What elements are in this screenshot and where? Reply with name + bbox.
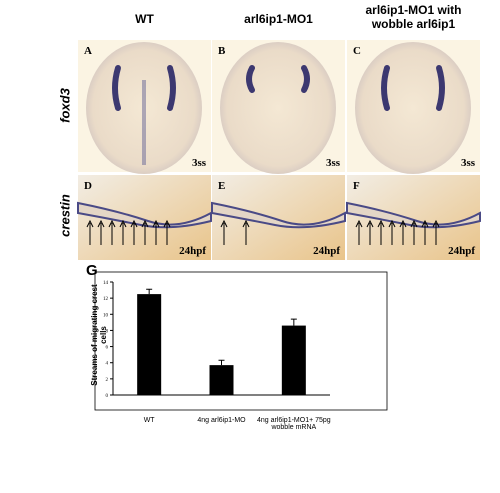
stain: [246, 65, 255, 93]
arrow-head: [108, 219, 116, 228]
photo-panel: B 3ss: [212, 40, 345, 174]
x-tick-label: 4ng arl6ip1-MO1+ 75pg wobble mRNA: [256, 417, 331, 431]
arrow-head: [86, 219, 94, 228]
stage-label: 24hpf: [179, 245, 206, 257]
photo-panel: F 24hpf: [346, 175, 481, 260]
stain: [301, 65, 310, 93]
bar: [137, 294, 162, 395]
stage-label: 3ss: [326, 157, 341, 169]
x-tick-label: 4ng arl6ip1-MO: [197, 417, 246, 424]
arrow-head: [377, 219, 385, 228]
y-tick-label: 6: [106, 346, 109, 351]
y-tick-label: 10: [103, 313, 109, 318]
column-header: arl6ip1-MO1 with wobble arl6ip1: [365, 3, 462, 31]
error-bar: [146, 288, 153, 295]
y-axis-label: Streams of migrating crest cells: [90, 284, 108, 386]
arrow-head: [130, 219, 138, 228]
arrow-head: [119, 219, 127, 228]
arrow-head: [355, 219, 363, 228]
embryo-trunk: [211, 201, 346, 229]
arrow-head: [97, 219, 105, 228]
photo-panel: D 24hpf: [77, 175, 212, 260]
stain: [167, 65, 176, 111]
photo-panel: A 3ss: [78, 40, 211, 174]
embryo: [355, 42, 471, 174]
arrow-head: [141, 219, 149, 228]
y-tick-label: 14: [103, 281, 109, 286]
arrow-head: [152, 219, 160, 228]
chart-frame: [94, 271, 388, 411]
arrow-head: [399, 219, 407, 228]
arrow-head: [242, 219, 250, 228]
y-tick-label: 12: [103, 297, 109, 302]
panel-letter: D: [84, 180, 92, 192]
stage-label: 3ss: [192, 157, 207, 169]
panel-label: G: [86, 262, 98, 279]
arrow-head: [163, 219, 171, 228]
column-header: WT: [135, 12, 154, 26]
photo-panel: C 3ss: [347, 40, 480, 174]
error-bar: [290, 318, 297, 326]
row-label: foxd3: [57, 88, 73, 123]
panel-letter: C: [353, 45, 361, 57]
y-tick-label: 0: [106, 394, 109, 399]
bar: [209, 365, 234, 395]
embryo: [220, 42, 336, 174]
arrow-head: [388, 219, 396, 228]
stain: [381, 65, 390, 111]
panel-letter: F: [353, 180, 360, 192]
stage-label: 24hpf: [313, 245, 340, 257]
row-label: crestin: [57, 194, 73, 237]
panel-letter: E: [218, 180, 225, 192]
error-bar: [218, 359, 225, 366]
y-tick-label: 8: [106, 329, 109, 334]
photo-panel: E 24hpf: [211, 175, 346, 260]
y-tick-label: 4: [106, 362, 109, 367]
arrow-head: [421, 219, 429, 228]
stage-label: 3ss: [461, 157, 476, 169]
stain: [436, 65, 445, 111]
stage-label: 24hpf: [448, 245, 475, 257]
arrow-head: [220, 219, 228, 228]
panel-letter: A: [84, 45, 92, 57]
panel-letter: B: [218, 45, 226, 57]
stain: [112, 65, 121, 111]
y-tick-label: 2: [106, 378, 109, 383]
bar: [281, 325, 306, 395]
arrow-head: [432, 219, 440, 228]
arrow-head: [410, 219, 418, 228]
arrow-head: [366, 219, 374, 228]
x-tick-label: WT: [143, 417, 155, 424]
column-header: arl6ip1-MO1: [244, 12, 313, 26]
